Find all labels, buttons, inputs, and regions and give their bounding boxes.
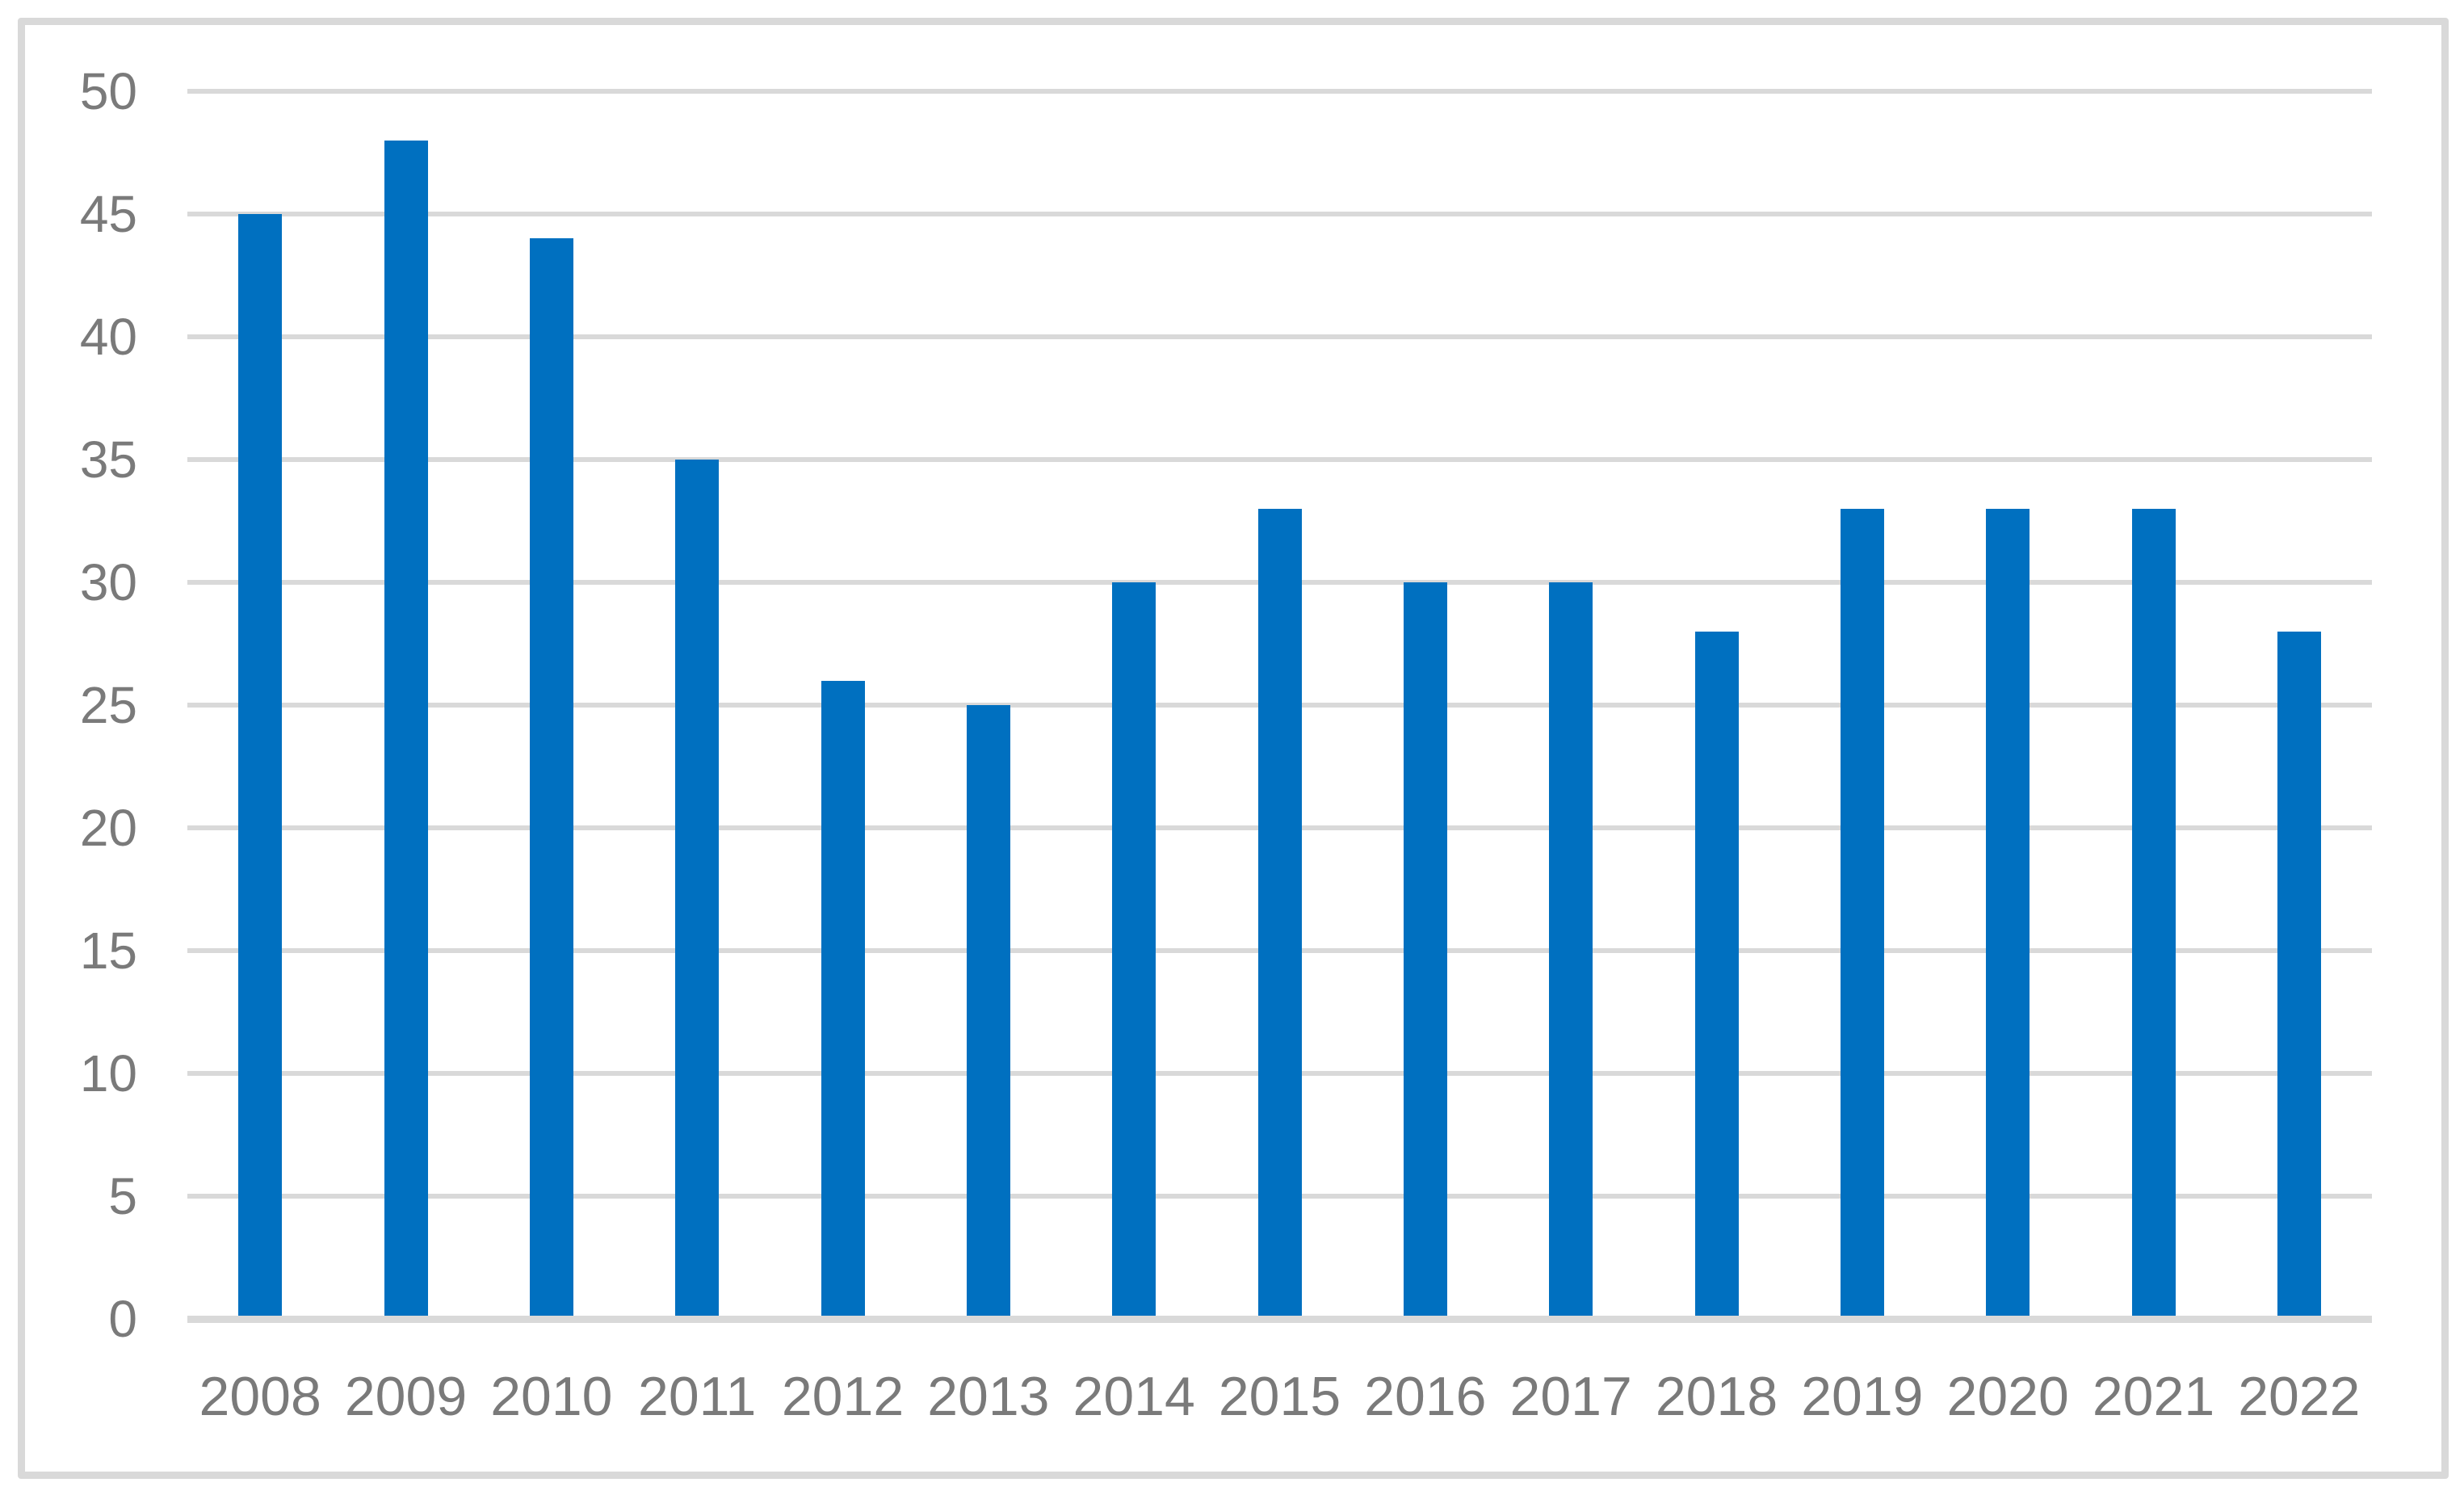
bar-2013 xyxy=(966,705,1010,1319)
bar-2010 xyxy=(529,238,573,1319)
bar-2022 xyxy=(2277,631,2321,1319)
bar-2016 xyxy=(1403,582,1447,1319)
x-axis-category-label-2012: 2012 xyxy=(781,1366,905,1427)
bar-2009 xyxy=(384,140,428,1319)
chart-frame-border xyxy=(18,18,2449,1479)
x-axis-category-label-2013: 2013 xyxy=(927,1366,1050,1427)
bar-2014 xyxy=(1112,582,1156,1319)
y-axis-tick-label-20: 20 xyxy=(79,799,137,857)
bar-2019 xyxy=(1840,508,1884,1319)
x-axis-category-label-2008: 2008 xyxy=(199,1366,321,1427)
bar-2015 xyxy=(1257,508,1302,1319)
x-axis-category-label-2017: 2017 xyxy=(1509,1366,1632,1427)
x-axis-category-label-2015: 2015 xyxy=(1218,1366,1341,1427)
x-axis-category-label-2011: 2011 xyxy=(638,1366,757,1427)
gridline-y-50 xyxy=(187,89,2372,94)
x-axis-category-label-2018: 2018 xyxy=(1655,1366,1778,1427)
x-axis-category-label-2009: 2009 xyxy=(344,1366,468,1427)
bar-2018 xyxy=(1694,631,1739,1319)
bar-2011 xyxy=(675,460,720,1319)
y-axis-tick-label-45: 45 xyxy=(79,185,137,243)
y-axis-tick-label-35: 35 xyxy=(79,430,137,489)
x-axis-category-label-2021: 2021 xyxy=(2092,1366,2215,1427)
y-axis-tick-label-5: 5 xyxy=(108,1167,137,1225)
bar-2020 xyxy=(1986,508,2030,1319)
y-axis-tick-label-30: 30 xyxy=(79,553,137,611)
y-axis-tick-label-40: 40 xyxy=(79,308,137,366)
x-axis-category-label-2016: 2016 xyxy=(1364,1366,1487,1427)
x-axis-category-label-2010: 2010 xyxy=(490,1366,613,1427)
y-axis-tick-label-15: 15 xyxy=(79,922,137,980)
gridline-y-40 xyxy=(187,334,2372,339)
y-axis-tick-label-0: 0 xyxy=(108,1290,137,1348)
gridline-y-45 xyxy=(187,212,2372,216)
bar-2021 xyxy=(2131,508,2176,1319)
bar-2012 xyxy=(821,680,865,1319)
x-axis-category-label-2019: 2019 xyxy=(1801,1366,1924,1427)
bar-2008 xyxy=(238,214,283,1319)
y-axis-tick-label-25: 25 xyxy=(79,676,137,734)
gridline-y-35 xyxy=(187,457,2372,462)
x-axis-baseline xyxy=(187,1316,2372,1323)
y-axis-tick-label-50: 50 xyxy=(79,62,137,120)
x-axis-category-label-2020: 2020 xyxy=(1946,1366,2069,1427)
x-axis-category-label-2014: 2014 xyxy=(1072,1366,1195,1427)
x-axis-category-label-2022: 2022 xyxy=(2238,1366,2361,1427)
bar-2017 xyxy=(1549,582,1593,1319)
y-axis-tick-label-10: 10 xyxy=(79,1044,137,1102)
